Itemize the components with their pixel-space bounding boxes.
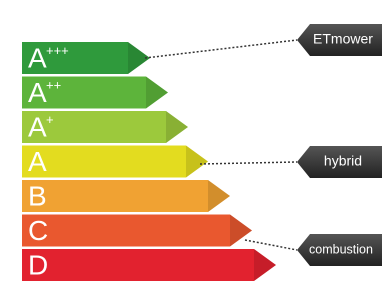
tag: combustion (297, 234, 382, 266)
band: A++ (22, 77, 168, 109)
band: A+++ (22, 42, 150, 74)
band-superscript: ++ (46, 78, 61, 93)
band-shade (186, 146, 208, 178)
band: D (22, 249, 276, 281)
band-letter: A (28, 42, 47, 73)
tag: ETmower (297, 24, 382, 56)
band: B (22, 180, 230, 212)
band: A (22, 146, 208, 178)
tag: hybrid (297, 146, 382, 178)
band-letter: D (28, 249, 48, 280)
band-letter: A (28, 77, 47, 108)
band-superscript: + (46, 112, 54, 127)
connector (245, 240, 297, 250)
connector (200, 162, 297, 164)
band-arrow (22, 146, 208, 178)
band-shade (146, 77, 168, 109)
tag-label: combustion (309, 242, 373, 256)
band-shade (166, 111, 188, 143)
band-shade (208, 180, 230, 212)
band-arrow (22, 249, 276, 281)
tag-label: ETmower (313, 31, 373, 47)
band-letter: C (28, 215, 48, 246)
band-shade (254, 249, 276, 281)
band-letter: B (28, 180, 47, 211)
band-arrow (22, 215, 252, 247)
band-superscript: +++ (46, 43, 69, 58)
band-arrow (22, 180, 230, 212)
band: C (22, 215, 252, 247)
band-letter: A (28, 111, 47, 142)
band-letter: A (28, 146, 47, 177)
band: A+ (22, 111, 188, 143)
energy-label: A+++A++A+ABCD ETmower hybrid combustion (0, 0, 382, 303)
connector (145, 40, 297, 58)
tag-label: hybrid (324, 153, 362, 169)
band-shade (230, 215, 252, 247)
